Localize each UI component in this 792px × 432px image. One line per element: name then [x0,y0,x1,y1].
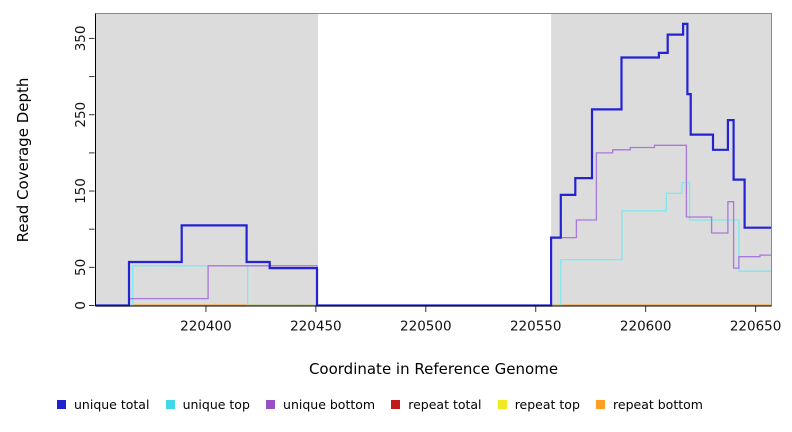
legend-item-unique-total: unique total [57,397,149,412]
x-axis-label: Coordinate in Reference Genome [308,360,559,378]
legend: unique total unique top unique bottom re… [57,397,703,412]
legend-item-unique-bottom: unique bottom [266,397,375,412]
x-tick-label: 220500 [400,319,452,335]
x-tick-label: 220600 [620,319,672,335]
legend-label: unique top [182,397,250,412]
legend-swatch-repeat-bottom [596,400,606,409]
legend-swatch-repeat-top [497,400,507,409]
x-tick-label: 220650 [730,319,782,335]
x-tick-label: 220400 [180,319,232,335]
legend-swatch-unique-top [165,400,175,409]
legend-item-repeat-total: repeat total [391,397,482,412]
legend-item-repeat-bottom: repeat bottom [596,397,703,412]
legend-label: unique bottom [283,397,376,412]
legend-label: repeat top [514,397,580,412]
legend-swatch-unique-total [57,400,66,409]
shaded-region [551,14,771,306]
legend-swatch-repeat-total [391,400,401,409]
y-tick-label: 350 [73,26,89,52]
y-tick-label: 0 [73,301,89,310]
y-tick-label: 150 [73,178,89,204]
series-line-unique-total [96,22,771,307]
y-tick-label: 50 [73,259,89,276]
legend-label: unique total [74,397,150,412]
x-tick-label: 220450 [290,319,342,335]
legend-item-unique-top: unique top [165,397,250,412]
legend-label: repeat bottom [613,397,703,412]
y-tick-label: 250 [73,102,89,128]
y-axis-label: Read Coverage Depth [14,77,32,243]
legend-item-repeat-top: repeat top [497,397,580,412]
legend-swatch-unique-bottom [266,400,276,409]
shaded-region [96,14,319,306]
x-tick-label: 220550 [510,319,562,335]
legend-label: repeat total [408,397,482,412]
